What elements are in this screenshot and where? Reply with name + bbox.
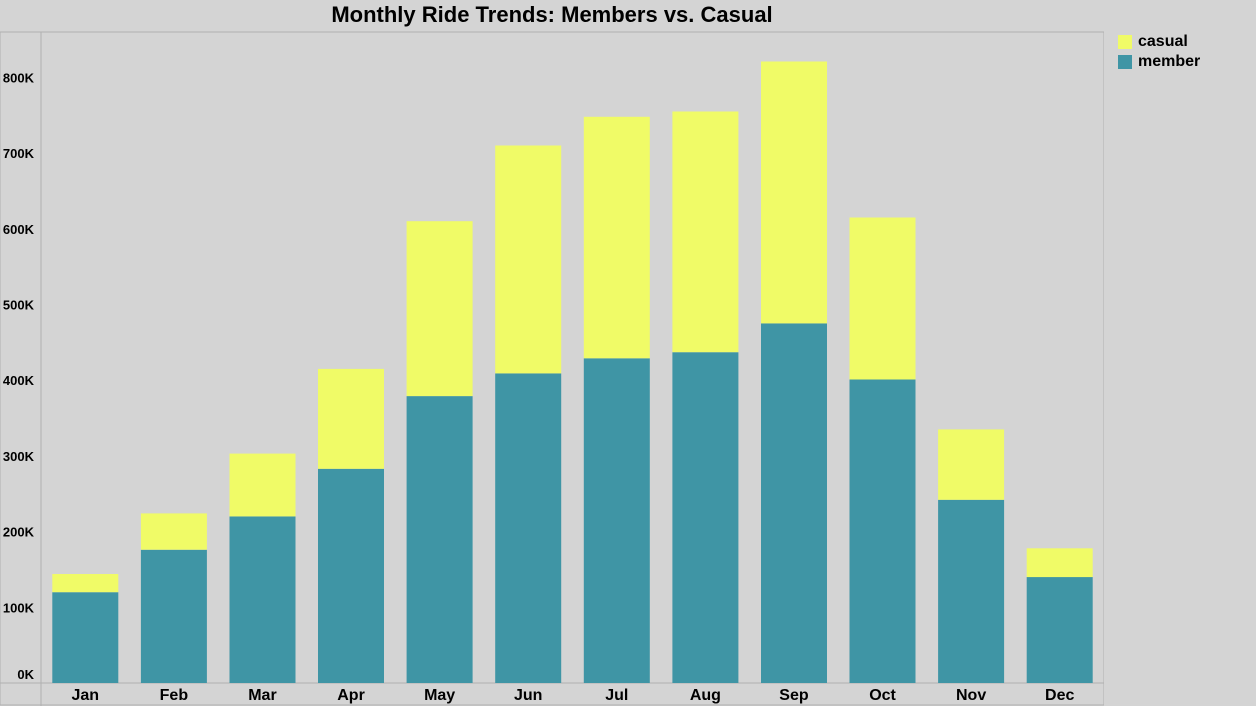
x-tick-label: Oct <box>869 687 896 704</box>
bar-member-may[interactable] <box>406 396 473 683</box>
bar-member-oct[interactable] <box>849 379 916 684</box>
x-tick-label: Dec <box>1045 687 1074 704</box>
bar-member-sep[interactable] <box>761 323 827 683</box>
bar-member-apr[interactable] <box>318 468 384 683</box>
x-tick-label: Jan <box>72 687 100 704</box>
bar-casual-jun[interactable] <box>495 145 562 374</box>
bar-casual-jul[interactable] <box>583 116 650 359</box>
legend-swatch-member <box>1118 55 1132 69</box>
x-tick-label: Feb <box>160 687 189 704</box>
bar-casual-apr[interactable] <box>318 368 384 469</box>
legend: casual member <box>1118 32 1200 72</box>
bar-member-feb[interactable] <box>140 549 207 683</box>
x-tick-label: Nov <box>956 687 986 704</box>
legend-item-casual[interactable]: casual <box>1118 32 1200 52</box>
bar-member-dec[interactable] <box>1026 577 1093 683</box>
bar-casual-oct[interactable] <box>849 217 916 380</box>
x-tick-label: Apr <box>337 687 365 704</box>
x-tick-label: Sep <box>779 687 809 704</box>
bar-casual-sep[interactable] <box>761 61 827 324</box>
bar-casual-nov[interactable] <box>938 429 1005 500</box>
bar-member-nov[interactable] <box>938 499 1005 683</box>
bar-casual-dec[interactable] <box>1026 548 1093 578</box>
y-tick-label: 400K <box>3 373 35 388</box>
y-tick-label: 600K <box>3 222 35 237</box>
bar-casual-may[interactable] <box>406 221 473 397</box>
y-tick-label: 500K <box>3 298 35 313</box>
x-tick-label: Jul <box>605 687 628 704</box>
legend-item-member[interactable]: member <box>1118 52 1200 72</box>
y-tick-label: 700K <box>3 146 35 161</box>
legend-swatch-casual <box>1118 35 1132 49</box>
chart-title: Monthly Ride Trends: Members vs. Casual <box>331 2 773 27</box>
y-tick-label: 100K <box>3 600 35 615</box>
bar-member-jul[interactable] <box>583 358 650 683</box>
x-tick-label: Jun <box>514 687 542 704</box>
bar-casual-mar[interactable] <box>229 453 296 517</box>
y-tick-labels: 0K 100K 200K 300K 400K 500K 600K 700K 800K <box>3 70 35 682</box>
x-tick-label: May <box>424 687 455 704</box>
x-tick-label: Aug <box>690 687 721 704</box>
bars <box>52 61 1093 684</box>
legend-label-casual: casual <box>1138 33 1188 50</box>
bar-member-jun[interactable] <box>495 373 562 683</box>
x-tick-labels: Jan Feb Mar Apr May Jun Jul Aug Sep Oct Nov Dec <box>72 687 1075 704</box>
bar-member-jan[interactable] <box>52 592 119 683</box>
y-tick-label: 300K <box>3 449 35 464</box>
plot-frame <box>0 31 1104 706</box>
legend-label-member: member <box>1138 53 1201 70</box>
x-tick-label: Mar <box>248 687 276 704</box>
y-tick-label: 800K <box>3 70 35 85</box>
bar-member-mar[interactable] <box>229 516 296 684</box>
bar-casual-aug[interactable] <box>672 111 739 353</box>
y-tick-label: 200K <box>3 525 35 540</box>
stacked-bar-chart: Jan Feb Mar Apr May Jun Jul Aug Sep Oct Nov Dec 0K 1… <box>0 31 1104 706</box>
bar-member-aug[interactable] <box>672 352 739 683</box>
bar-casual-jan[interactable] <box>52 574 119 593</box>
bar-casual-feb[interactable] <box>140 513 207 550</box>
y-tick-label: 0K <box>17 667 34 682</box>
